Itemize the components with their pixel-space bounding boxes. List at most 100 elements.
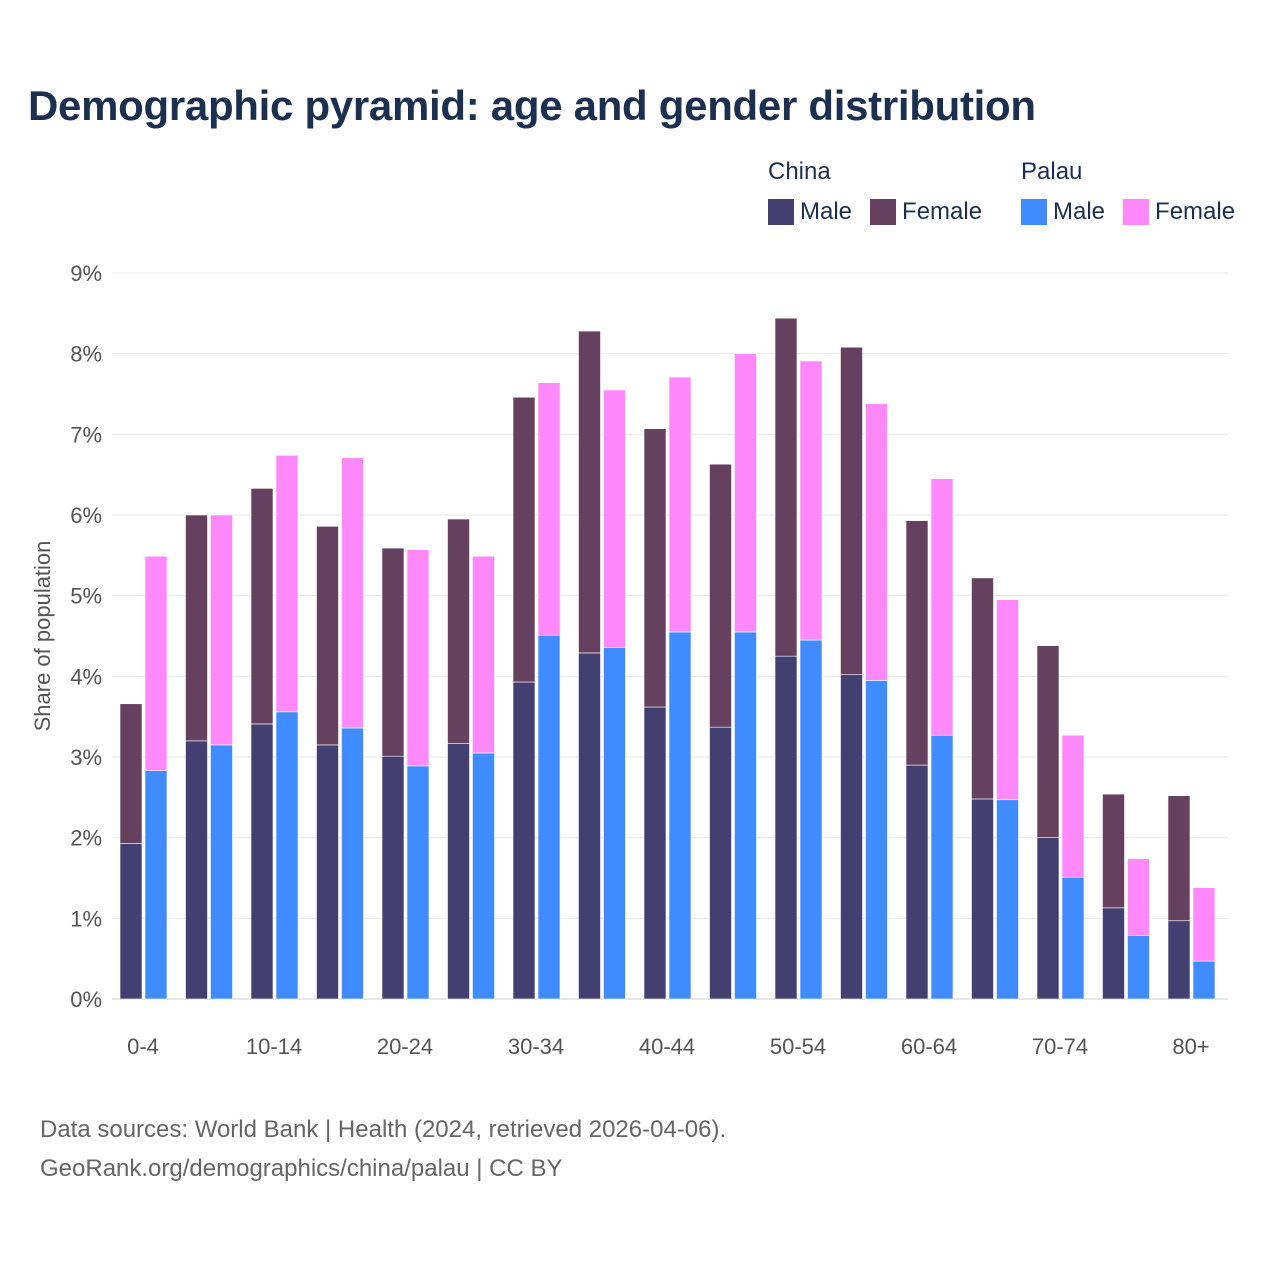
- legend-swatch: [768, 199, 794, 225]
- bar-china-female: [905, 520, 929, 766]
- bar-china-female: [1036, 645, 1060, 838]
- bar-palau-female: [799, 360, 823, 641]
- bar-china-female: [250, 488, 274, 725]
- chart-title: Demographic pyramid: age and gender dist…: [28, 82, 1036, 129]
- legend-label: Male: [1053, 198, 1106, 225]
- bar-china-male: [971, 798, 994, 1000]
- x-tick-label: 80+: [1172, 1034, 1209, 1059]
- bar-palau-male: [1061, 876, 1085, 1000]
- bar-china-male: [250, 723, 274, 1000]
- bar-palau-female: [930, 478, 954, 736]
- legend-group-name: China: [768, 158, 831, 185]
- bar-palau-male: [1192, 960, 1216, 1000]
- bar-china-male: [1036, 837, 1060, 1000]
- bar-palau-male: [144, 770, 168, 1000]
- bar-china-female: [971, 577, 994, 800]
- bar-china-female: [840, 346, 863, 676]
- y-tick-label: 4%: [70, 664, 102, 689]
- y-tick-label: 5%: [70, 584, 102, 609]
- bar-palau-male: [603, 646, 626, 1000]
- bar-palau-female: [144, 555, 168, 772]
- bar-palau-male: [537, 634, 561, 1000]
- x-tick-label: 20-24: [377, 1034, 433, 1059]
- legend-group-name: Palau: [1021, 158, 1083, 185]
- y-tick-label: 9%: [70, 261, 102, 286]
- bar-china-female: [381, 547, 405, 757]
- legend-palau: Palau Male Female: [1021, 158, 1235, 226]
- bar-china-female: [1102, 793, 1125, 909]
- bar-china-female: [512, 396, 536, 683]
- bar-china-female: [316, 525, 339, 746]
- legend-item-palau-female: Female: [1123, 198, 1235, 226]
- bar-palau-female: [210, 514, 233, 746]
- bar-palau-male: [668, 631, 692, 1000]
- y-tick-label: 2%: [70, 826, 102, 851]
- bar-palau-male: [865, 680, 888, 1000]
- legend-item-china-male: Male: [768, 198, 852, 226]
- bar-china-female: [1167, 795, 1191, 922]
- x-tick-label: 60-64: [901, 1034, 957, 1059]
- legend-label: Male: [800, 198, 853, 225]
- bar-china-male: [1167, 920, 1191, 1000]
- y-tick-label: 8%: [70, 342, 102, 367]
- bar-palau-female: [1061, 734, 1085, 878]
- bar-china-male: [185, 740, 208, 1000]
- x-tick-label: 0-4: [127, 1034, 159, 1059]
- bar-palau-male: [406, 765, 430, 1000]
- bar-palau-female: [341, 457, 364, 729]
- bar-china-male: [316, 744, 339, 1000]
- x-tick-label: 40-44: [639, 1034, 695, 1059]
- bar-china-male: [643, 706, 667, 1000]
- bar-palau-female: [603, 389, 626, 648]
- bar-china-male: [1102, 907, 1125, 1000]
- x-tick-label: 50-54: [770, 1034, 826, 1059]
- y-tick-label: 1%: [70, 906, 102, 931]
- bar-palau-female: [406, 549, 430, 767]
- bar-china-male: [905, 764, 929, 1000]
- footer-credit: GeoRank.org/demographics/china/palau | C…: [40, 1155, 563, 1182]
- y-tick-label: 7%: [70, 422, 102, 447]
- x-tick-label: 10-14: [246, 1034, 302, 1059]
- bar-palau-female: [472, 555, 495, 754]
- bar-palau-male: [210, 744, 233, 1000]
- bar-china-female: [709, 463, 732, 728]
- bar-palau-male: [996, 799, 1019, 1000]
- legend-label: Female: [1155, 198, 1236, 225]
- footer-sources: Data sources: World Bank | Health (2024,…: [40, 1116, 727, 1143]
- x-tick-label: 30-34: [508, 1034, 564, 1059]
- legend-china: China Male Female: [768, 158, 982, 226]
- bar-china-male: [381, 755, 405, 1000]
- legend-swatch: [870, 199, 897, 225]
- bar-china-female: [185, 514, 208, 742]
- bar-china-male: [578, 652, 601, 1000]
- bar-palau-female: [1192, 887, 1216, 962]
- legend-label: Female: [902, 198, 983, 225]
- bar-palau-male: [1127, 934, 1150, 1000]
- bar-palau-female: [537, 382, 561, 636]
- bar-palau-female: [734, 353, 757, 633]
- x-tick-label: 70-74: [1032, 1034, 1088, 1059]
- legend-swatch: [1021, 199, 1047, 225]
- bar-china-female: [447, 518, 470, 744]
- legend-swatch: [1123, 199, 1150, 225]
- bar-china-male: [709, 726, 732, 1000]
- bar-china-male: [119, 843, 143, 1000]
- bar-palau-female: [668, 376, 692, 633]
- bar-china-female: [119, 703, 143, 844]
- bar-palau-female: [275, 455, 299, 713]
- y-tick-label: 6%: [70, 503, 102, 528]
- bar-palau-male: [799, 639, 823, 1000]
- bar-china-male: [447, 742, 470, 1000]
- bar-palau-male: [275, 711, 299, 1000]
- bar-china-female: [643, 428, 667, 708]
- legend-item-palau-male: Male: [1021, 198, 1105, 226]
- bar-palau-female: [865, 403, 888, 681]
- bar-china-male: [512, 681, 536, 1000]
- bar-china-female: [774, 317, 798, 657]
- y-axis-label: Share of population: [30, 541, 55, 732]
- bar-palau-female: [1127, 858, 1150, 936]
- bar-palau-male: [472, 752, 495, 1000]
- bar-palau-male: [341, 727, 364, 1000]
- legend-item-china-female: Female: [870, 198, 982, 226]
